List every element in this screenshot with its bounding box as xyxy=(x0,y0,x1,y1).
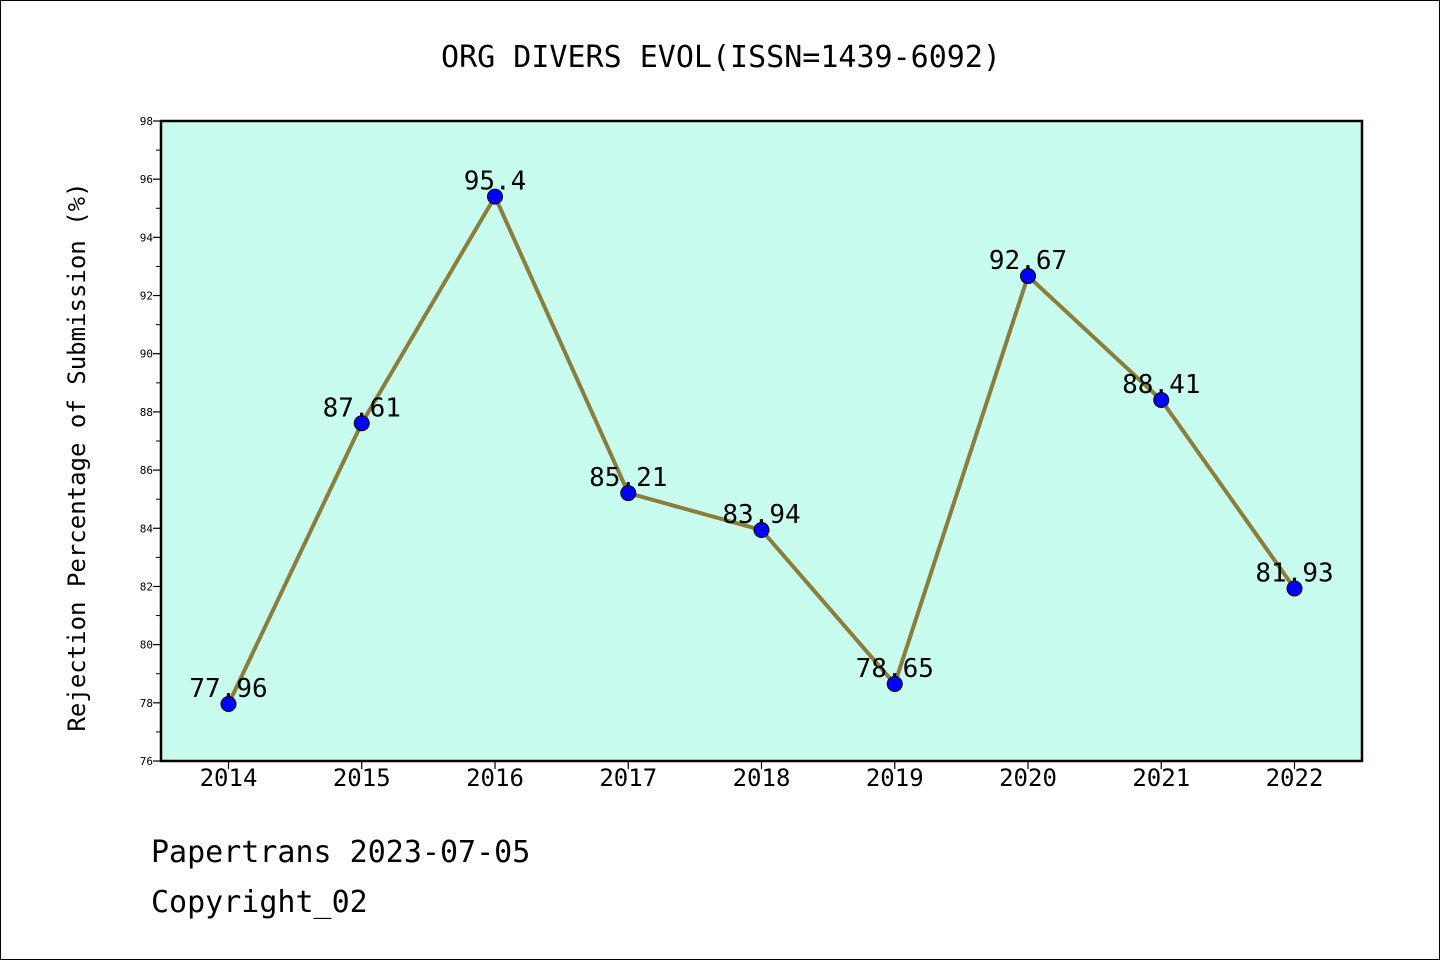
x-tick-label: 2016 xyxy=(466,764,524,792)
data-point xyxy=(886,675,903,692)
y-axis: 76 78 80 82 84 86 88 90 92 94 96 98 xyxy=(140,115,161,768)
x-tick-label: 2019 xyxy=(866,764,924,792)
x-tick-label: 2021 xyxy=(1132,764,1190,792)
x-axis: 2014 2015 2016 2017 2018 2019 2020 2021 2022 xyxy=(200,761,1324,792)
data-point xyxy=(620,485,637,502)
y-tick-label: 96 xyxy=(140,173,153,186)
data-label: 85.21 xyxy=(589,463,667,493)
chart-title: ORG DIVERS EVOL(ISSN=1439-6092) xyxy=(441,40,1001,75)
y-tick-label: 76 xyxy=(140,755,153,768)
y-tick-label: 90 xyxy=(140,348,153,361)
data-point xyxy=(1153,391,1170,408)
y-tick-label: 82 xyxy=(140,580,153,593)
x-tick-label: 2022 xyxy=(1266,764,1324,792)
data-label: 83.94 xyxy=(722,500,800,530)
data-point xyxy=(753,522,770,539)
data-label: 78.65 xyxy=(856,654,934,684)
data-point xyxy=(220,695,237,712)
data-point xyxy=(1020,268,1036,285)
data-point xyxy=(487,188,503,205)
x-tick-label: 2018 xyxy=(733,764,791,792)
y-tick-label: 92 xyxy=(140,290,153,303)
data-label: 88.41 xyxy=(1122,370,1200,400)
x-tick-label: 2017 xyxy=(599,764,657,792)
y-tick-label: 80 xyxy=(140,639,153,652)
data-point xyxy=(353,415,370,432)
data-label: 95.4 xyxy=(464,167,527,197)
y-tick-label: 88 xyxy=(140,406,153,419)
x-tick-label: 2020 xyxy=(999,764,1057,792)
data-label: 81.93 xyxy=(1255,558,1333,588)
y-tick-label: 78 xyxy=(140,697,153,710)
data-label: 87.61 xyxy=(323,393,401,423)
y-axis-label: Rejection Percentage of Submission (%) xyxy=(63,182,91,731)
series-line-group: 77.96 87.61 95.4 85.21 83.94 78.65 92.67 88.41 8… xyxy=(189,167,1334,712)
y-tick-label: 84 xyxy=(140,522,154,535)
x-tick-label: 2014 xyxy=(200,764,258,792)
footer-copyright: Copyright_02 xyxy=(151,885,368,920)
plot-border xyxy=(159,119,1364,763)
y-tick-label: 94 xyxy=(140,231,154,244)
data-label: 92.67 xyxy=(989,246,1067,276)
y-tick-label: 98 xyxy=(140,115,153,128)
data-point xyxy=(1286,580,1303,597)
plot-area xyxy=(161,121,1362,761)
x-tick-label: 2015 xyxy=(333,764,391,792)
footer-date: Papertrans 2023-07-05 xyxy=(151,835,531,870)
y-tick-label: 86 xyxy=(140,464,153,477)
data-label: 77.96 xyxy=(189,674,267,704)
